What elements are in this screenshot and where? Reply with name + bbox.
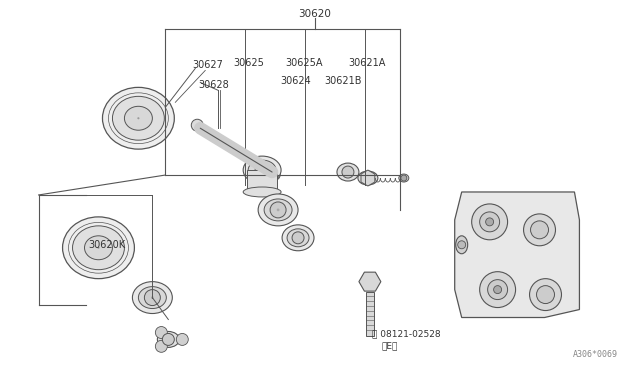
Text: 30624: 30624 [280,76,311,86]
Circle shape [536,286,554,304]
Bar [366,292,374,336]
Text: 30628: 30628 [198,80,229,90]
Text: 〈E〉: 〈E〉 [381,341,398,350]
Text: 30620K: 30620K [88,240,125,250]
Ellipse shape [157,331,179,347]
Circle shape [176,333,188,346]
Text: 30620: 30620 [299,9,332,19]
Text: Ⓑ 08121-02528: Ⓑ 08121-02528 [372,330,440,339]
Ellipse shape [138,286,166,308]
Circle shape [472,204,508,240]
Circle shape [458,241,466,249]
Circle shape [270,170,280,180]
Ellipse shape [258,194,298,226]
Bar [247,170,277,192]
Text: A306*0069: A306*0069 [572,350,618,359]
Circle shape [342,166,354,178]
Circle shape [255,163,269,177]
Circle shape [191,119,204,131]
Circle shape [270,202,286,218]
Text: 30625A: 30625A [285,58,323,68]
Circle shape [138,118,139,119]
Ellipse shape [337,163,359,181]
Ellipse shape [63,217,134,279]
Circle shape [488,280,508,299]
Ellipse shape [456,236,468,254]
Text: 30625: 30625 [233,58,264,68]
Circle shape [163,333,174,346]
Ellipse shape [264,199,292,221]
Polygon shape [454,192,579,318]
Ellipse shape [282,225,314,251]
Ellipse shape [84,236,113,260]
Circle shape [401,175,407,181]
Ellipse shape [102,87,174,149]
Ellipse shape [243,156,281,184]
Circle shape [524,214,556,246]
Ellipse shape [243,187,281,197]
Circle shape [479,212,500,232]
Ellipse shape [287,229,309,247]
Circle shape [277,209,279,211]
Circle shape [156,340,167,352]
Circle shape [156,327,167,339]
Ellipse shape [399,174,409,182]
Text: 30621A: 30621A [348,58,385,68]
Circle shape [493,286,502,294]
Circle shape [529,279,561,311]
Circle shape [531,221,548,239]
Circle shape [145,290,161,305]
Text: 30627: 30627 [192,61,223,70]
Ellipse shape [113,96,164,140]
Circle shape [486,218,493,226]
Ellipse shape [358,171,378,185]
Ellipse shape [72,226,124,270]
Ellipse shape [124,106,152,130]
Circle shape [98,247,99,248]
Text: 30621B: 30621B [324,76,362,86]
Circle shape [479,272,516,308]
Ellipse shape [248,160,276,180]
Circle shape [292,232,304,244]
Ellipse shape [132,282,172,314]
Circle shape [151,296,154,299]
